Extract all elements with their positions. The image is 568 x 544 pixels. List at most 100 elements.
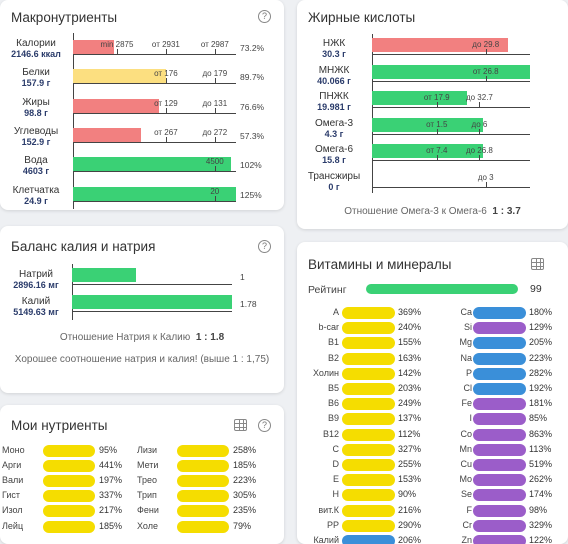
help-icon[interactable]: ? <box>258 419 271 432</box>
nutrient-percent: 95% <box>99 445 118 455</box>
mineral-name: Калий <box>21 296 51 307</box>
nutrient-percent: 57.3% <box>240 130 265 141</box>
marker-line <box>436 155 438 161</box>
nutrient-percent: 863% <box>529 428 553 439</box>
table-view-icon[interactable] <box>234 419 247 431</box>
fatty-acids-card: Жирные кислоты НЖК 30.3 г до 29.8 МНЖК 40.06… <box>297 0 568 229</box>
fatty-acid-bar <box>372 91 467 105</box>
norm-marker: от 129 <box>154 98 178 108</box>
norm-marker: до 131 <box>202 98 228 108</box>
nutrient-name: Калории <box>16 38 56 49</box>
nutrient-percent: 262% <box>529 474 553 485</box>
my-nutrients-title: Мои нутриенты <box>11 418 108 433</box>
nutrient-percent: 113% <box>529 443 552 454</box>
mineral-ratio-number: 1.78 <box>240 299 257 309</box>
norm-marker: от 176 <box>154 69 178 79</box>
fatty-acid-name: Трансжиры <box>307 170 361 182</box>
nutrient-bar <box>43 490 95 503</box>
nutrient-bar <box>473 322 526 335</box>
nutrient-bar <box>473 459 526 471</box>
marker-line <box>479 102 481 108</box>
fatty-acid-amount: 0 г <box>328 181 340 192</box>
nutrient-bar <box>342 322 395 335</box>
nutrient-bar <box>342 428 395 441</box>
bar-baseline <box>72 311 232 312</box>
marker-line <box>485 75 487 82</box>
mineral-ratio-number: 1 <box>240 272 245 282</box>
nutrient-percent: 337% <box>99 490 123 501</box>
bar-baseline <box>73 171 236 173</box>
nutrient-percent: 102% <box>240 160 262 171</box>
ratio-comment: Хорошее соотношение натрия и калия! (выш… <box>14 354 270 365</box>
norm-marker: 20 <box>210 186 220 196</box>
marker-line <box>436 102 438 108</box>
nutrient-bar <box>342 413 395 426</box>
nutrient-name: Лейц <box>2 520 24 531</box>
nutrient-percent: 79% <box>233 520 252 531</box>
nutrient-bar <box>177 460 229 473</box>
nutrient-amount: 157.9 г <box>21 78 51 89</box>
nutrient-name: Cr <box>462 519 473 530</box>
help-icon[interactable]: ? <box>258 240 271 253</box>
nutrient-bar <box>342 535 395 544</box>
bar-baseline <box>372 54 530 55</box>
marker-line <box>165 78 167 85</box>
norm-marker: до 26.8 <box>465 146 493 155</box>
fatty-acid-name: Омега-3 <box>314 117 354 129</box>
nutrient-name: Клетчатка <box>12 184 60 196</box>
nutrient-bar <box>43 445 95 457</box>
nutrient-percent: 329% <box>529 519 553 530</box>
nutrient-bar <box>342 489 395 502</box>
nutrient-name: Изол <box>2 505 23 516</box>
nutrient-bar <box>73 157 232 172</box>
norm-marker: до 179 <box>202 69 228 79</box>
nutrient-name: B12 <box>322 428 339 439</box>
nutrient-amount: 2146.6 ккал <box>11 49 61 59</box>
table-view-icon[interactable] <box>531 258 544 270</box>
mineral-name: Натрий <box>19 269 53 280</box>
nutrient-bar <box>473 337 526 350</box>
macronutrients-card: Макронутриенты ? Калории 2146.6 ккал min 2… <box>0 0 284 210</box>
nutrient-bar <box>473 367 526 380</box>
rating-bar <box>366 284 518 294</box>
nutrient-name: Гист <box>2 490 21 501</box>
nutrient-bar <box>342 459 395 471</box>
nutrient-name: B9 <box>327 413 339 424</box>
marker-line <box>214 166 216 173</box>
rating-value: 99 <box>530 283 542 295</box>
nutrient-name: Углеводы <box>13 125 59 137</box>
fatty-acid-amount: 19.981 г <box>317 102 351 112</box>
marker-line <box>165 107 167 114</box>
nutrient-name: Моно <box>2 445 25 455</box>
nutrient-bar <box>473 307 526 319</box>
nutrient-percent: 174% <box>529 489 553 500</box>
nutrient-name: Трео <box>137 475 158 486</box>
bar-baseline <box>73 141 236 143</box>
marker-line <box>165 136 167 143</box>
nutrient-bar <box>473 489 526 502</box>
bar-baseline <box>73 83 236 85</box>
bar-baseline <box>372 80 530 82</box>
nutrient-name: Se <box>460 489 472 500</box>
norm-marker: от 17.9 <box>423 93 450 102</box>
marker-line <box>485 49 487 55</box>
nutrient-name: P <box>465 367 472 378</box>
norm-marker: от 7.4 <box>426 146 448 155</box>
nutrient-percent: 137% <box>398 413 422 424</box>
nutrient-name: Zn <box>461 535 472 544</box>
mineral-amount: 5149.63 мг <box>13 307 59 317</box>
help-icon[interactable]: ? <box>258 10 271 23</box>
nutrient-bar <box>342 337 395 350</box>
fatty-acid-amount: 40.066 г <box>317 75 351 86</box>
nutrient-percent: 249% <box>398 398 422 409</box>
nutrient-bar <box>342 367 395 380</box>
fatty-acid-amount: 15.8 г <box>322 155 346 165</box>
nutrient-name: Cl <box>463 383 473 393</box>
nutrient-name: b-car <box>318 322 339 333</box>
nutrient-bar <box>73 98 160 113</box>
nutrient-percent: 98% <box>529 504 548 515</box>
nutrient-bar <box>473 398 526 411</box>
nutrient-bar <box>43 475 95 488</box>
bar-baseline <box>73 112 236 114</box>
potassium-sodium-title: Баланс калия и натрия <box>11 239 156 254</box>
